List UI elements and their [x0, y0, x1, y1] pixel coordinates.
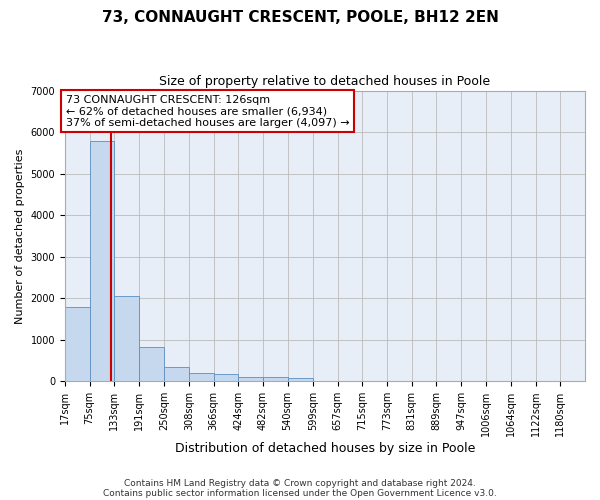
Bar: [263, 377, 287, 381]
Bar: [287, 378, 313, 381]
Bar: [115, 296, 139, 381]
Text: Contains HM Land Registry data © Crown copyright and database right 2024.: Contains HM Land Registry data © Crown c…: [124, 478, 476, 488]
Bar: [139, 347, 164, 381]
Bar: [238, 376, 263, 381]
Bar: [164, 366, 189, 381]
Bar: [65, 308, 89, 381]
Text: 73 CONNAUGHT CRESCENT: 126sqm
← 62% of detached houses are smaller (6,934)
37% o: 73 CONNAUGHT CRESCENT: 126sqm ← 62% of d…: [66, 94, 349, 128]
Bar: [189, 373, 214, 381]
Text: Contains public sector information licensed under the Open Government Licence v3: Contains public sector information licen…: [103, 488, 497, 498]
X-axis label: Distribution of detached houses by size in Poole: Distribution of detached houses by size …: [175, 442, 475, 455]
Text: 73, CONNAUGHT CRESCENT, POOLE, BH12 2EN: 73, CONNAUGHT CRESCENT, POOLE, BH12 2EN: [101, 10, 499, 25]
Y-axis label: Number of detached properties: Number of detached properties: [15, 148, 25, 324]
Bar: [89, 141, 115, 381]
Bar: [214, 374, 238, 381]
Title: Size of property relative to detached houses in Poole: Size of property relative to detached ho…: [160, 75, 491, 88]
